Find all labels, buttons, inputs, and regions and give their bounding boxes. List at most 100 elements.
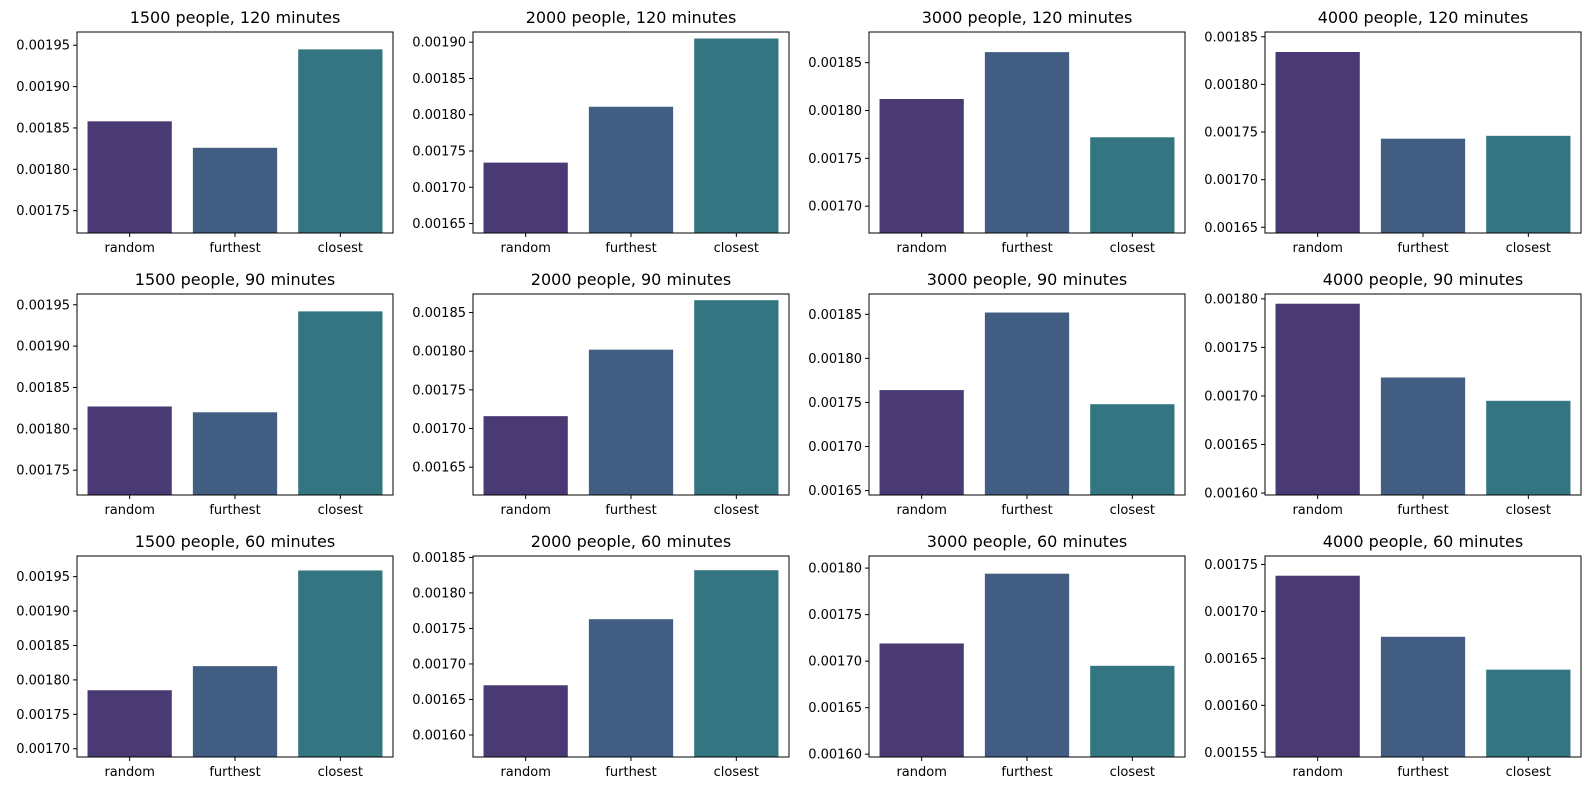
subplot-title: 3000 people, 90 minutes	[927, 270, 1127, 289]
x-tick-label: closest	[318, 765, 363, 780]
axes-frame	[472, 293, 790, 496]
x-tick-label: random	[896, 765, 946, 780]
x-tick-label: random	[896, 503, 946, 518]
y-tick-label: 0.00185	[412, 551, 466, 566]
bar-closest	[694, 38, 779, 233]
x-tick-label: closest	[1110, 765, 1155, 780]
bar-closest	[298, 49, 383, 233]
y-tick-label: 0.00175	[808, 152, 862, 167]
bar-random	[879, 390, 964, 495]
y-tick-label: 0.00170	[412, 657, 466, 672]
y-tick-label: 0.00175	[1204, 126, 1258, 141]
y-tick-label: 0.00165	[808, 484, 862, 499]
y-tick-label: 0.00190	[412, 36, 466, 51]
axes-frame	[868, 293, 1186, 496]
bar-furthest	[984, 52, 1070, 233]
axes-frame	[472, 555, 790, 758]
subplot-title: 3000 people, 120 minutes	[922, 8, 1133, 27]
x-tick-label: closest	[1506, 241, 1551, 256]
bar-furthest	[984, 573, 1070, 757]
y-tick-label: 0.00165	[412, 693, 466, 708]
bar-closest	[1090, 665, 1175, 757]
x-tick-label: closest	[714, 503, 759, 518]
x-tick-label: random	[104, 503, 154, 518]
x-tick-label: closest	[1506, 503, 1551, 518]
axes-frame	[76, 555, 394, 758]
subplot-10: 2000 people, 60 minutes random furthest clo…	[412, 532, 790, 780]
bar-closest	[694, 300, 779, 495]
x-tick-label: closest	[1110, 503, 1155, 518]
y-tick-label: 0.00185	[412, 72, 466, 87]
bar-closest	[1486, 400, 1571, 495]
bar-closest	[1486, 135, 1571, 233]
subplot-9: 1500 people, 60 minutes random furthest clo…	[16, 532, 394, 780]
x-tick-label: furthest	[209, 765, 260, 780]
y-tick-label: 0.00180	[1204, 78, 1258, 93]
axes-frame	[472, 31, 790, 234]
y-tick-label: 0.00165	[1204, 221, 1258, 236]
x-tick-label: furthest	[605, 241, 656, 256]
bar-random	[879, 99, 964, 233]
y-tick-label: 0.00165	[412, 217, 466, 232]
bar-random	[483, 416, 568, 495]
subplot-8: 4000 people, 90 minutes random furthest clo…	[1204, 270, 1582, 518]
x-tick-label: random	[1292, 241, 1342, 256]
x-tick-label: closest	[714, 765, 759, 780]
bar-random	[87, 690, 172, 757]
y-tick-label: 0.00170	[1204, 173, 1258, 188]
subplot-3: 3000 people, 120 minutes random furthest cl…	[808, 8, 1186, 256]
y-tick-label: 0.00155	[1204, 746, 1258, 761]
y-tick-label: 0.00180	[808, 352, 862, 367]
y-tick-label: 0.00180	[412, 345, 466, 360]
y-tick-label: 0.00170	[412, 422, 466, 437]
x-tick-label: furthest	[605, 765, 656, 780]
y-tick-label: 0.00195	[16, 39, 70, 54]
y-tick-label: 0.00185	[1204, 30, 1258, 45]
y-tick-label: 0.00170	[808, 200, 862, 215]
x-tick-label: furthest	[1001, 503, 1052, 518]
y-tick-label: 0.00180	[16, 673, 70, 688]
axes-frame	[868, 555, 1186, 758]
x-tick-label: closest	[1506, 765, 1551, 780]
x-tick-label: furthest	[1397, 241, 1448, 256]
x-tick-label: furthest	[1001, 765, 1052, 780]
bar-closest	[694, 570, 779, 757]
y-tick-label: 0.00175	[808, 608, 862, 623]
bar-furthest	[192, 666, 278, 757]
bar-random	[1275, 575, 1360, 757]
bar-random	[1275, 303, 1360, 495]
subplot-title: 4000 people, 60 minutes	[1323, 532, 1523, 551]
axes-frame	[76, 293, 394, 496]
subplot-title: 1500 people, 90 minutes	[135, 270, 335, 289]
y-tick-label: 0.00175	[16, 464, 70, 479]
x-tick-label: random	[500, 503, 550, 518]
x-tick-label: furthest	[605, 503, 656, 518]
subplot-title: 2000 people, 120 minutes	[526, 8, 737, 27]
y-tick-label: 0.00185	[412, 306, 466, 321]
y-tick-label: 0.00195	[16, 570, 70, 585]
y-tick-label: 0.00180	[16, 163, 70, 178]
bar-random	[87, 406, 172, 495]
x-tick-label: furthest	[1397, 503, 1448, 518]
subplot-title: 2000 people, 90 minutes	[531, 270, 731, 289]
subplot-4: 4000 people, 120 minutes random furthest cl…	[1204, 8, 1582, 256]
x-tick-label: closest	[1110, 241, 1155, 256]
x-tick-label: furthest	[209, 241, 260, 256]
y-tick-label: 0.00165	[1204, 438, 1258, 453]
y-tick-label: 0.00160	[1204, 487, 1258, 502]
y-tick-label: 0.00160	[1204, 699, 1258, 714]
x-tick-label: furthest	[209, 503, 260, 518]
subplot-title: 3000 people, 60 minutes	[927, 532, 1127, 551]
axes-frame	[76, 31, 394, 234]
axes-frame	[868, 31, 1186, 234]
y-tick-label: 0.00175	[16, 204, 70, 219]
y-tick-label: 0.00180	[412, 108, 466, 123]
bar-random	[483, 685, 568, 757]
subplot-1: 1500 people, 120 minutes random furthest cl…	[16, 8, 394, 256]
y-tick-label: 0.00160	[412, 728, 466, 743]
x-tick-label: random	[104, 765, 154, 780]
y-tick-label: 0.00170	[1204, 605, 1258, 620]
bar-furthest	[1380, 636, 1466, 757]
y-tick-label: 0.00180	[1204, 292, 1258, 307]
